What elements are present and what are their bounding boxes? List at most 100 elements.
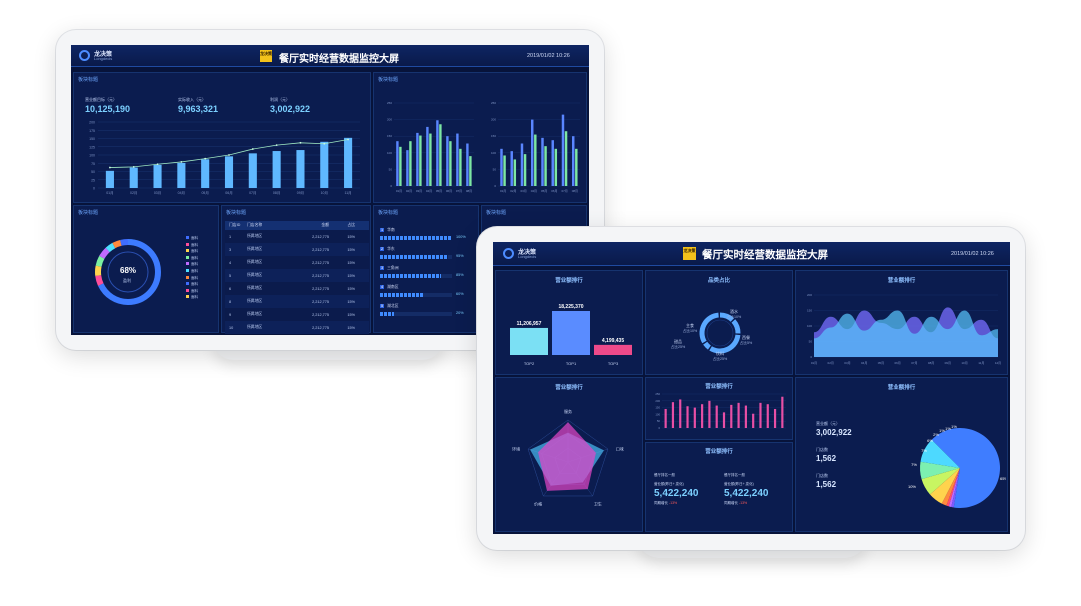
donut-center-label: 盈利: [123, 278, 131, 283]
legend-label: 面料: [191, 242, 198, 247]
bar: [759, 402, 762, 428]
panel-table: 板块标题 门店ID 门店名称 金额 占比 1 所属地区 2,212,775 15% 3 所属地区 2…: [221, 205, 371, 334]
bar: [730, 404, 733, 428]
bar: [701, 404, 704, 428]
bar: [781, 396, 784, 428]
category-name: 饮料: [716, 350, 724, 356]
category-share: 占比5%: [740, 340, 753, 345]
legend-swatch: [186, 262, 189, 266]
bar: [523, 154, 527, 186]
logo-icon: [503, 248, 514, 259]
table-cell: 5: [229, 273, 232, 278]
x-tick-label: 02月: [406, 189, 412, 193]
ring-segment: [703, 341, 711, 350]
bar: [272, 151, 281, 188]
bar: [469, 156, 472, 186]
panel-title: 营业额排行: [555, 385, 583, 391]
table-cell: 15%: [347, 234, 355, 239]
logo-name: 龙决策: [94, 52, 113, 58]
line-point: [347, 138, 349, 141]
table-row: 8 所属地区 2,212,775 15%: [225, 295, 369, 308]
table-row: 3 所属地区 2,212,775 15%: [225, 243, 369, 256]
progress-item: 4 湖南区 60%: [380, 285, 476, 304]
x-tick-label: 10月: [321, 190, 328, 195]
table-cell: 2,212,775: [312, 312, 329, 317]
tick-label: 150: [655, 406, 660, 410]
progress-value: 85%: [456, 273, 464, 277]
legend-label: 面料: [191, 288, 198, 293]
donut-center-value: 68%: [120, 266, 137, 275]
legend-swatch: [186, 249, 189, 253]
x-tick-label: 06月: [446, 189, 452, 193]
top-ranking-bar-chart: 11,206,957 TOP2 18,225,370 TOP1 4,199,435 TOP…: [510, 304, 632, 366]
x-tick-label: 09月: [945, 361, 951, 365]
progress-track: [380, 312, 452, 316]
bar: [248, 153, 257, 188]
tick-label: 100: [655, 412, 660, 416]
x-tick-label: 01月: [500, 189, 506, 193]
panel-share-pie: 营业额排行 营业额（元） 3,002,922 门店数 1,562 门店数 1,5…: [795, 377, 1008, 532]
progress-item: 1 华南 100%: [380, 228, 476, 247]
table-cell: 所属地区: [247, 273, 263, 277]
legend-label: 面料: [191, 275, 198, 280]
card-change: -13%: [738, 501, 748, 505]
progress-fill: [380, 293, 424, 297]
radar-label: 口味: [616, 445, 624, 451]
legend-item: 面料: [186, 275, 198, 283]
x-tick-label: 08月: [466, 189, 472, 193]
table-cell: 6: [229, 286, 232, 291]
x-tick-label: 02月: [510, 189, 516, 193]
bar: [722, 412, 726, 428]
bar: [594, 344, 632, 355]
pie-slice: [941, 468, 960, 506]
bar: [449, 141, 452, 186]
x-tick-label: 01月: [106, 190, 113, 195]
line-point: [228, 154, 230, 156]
tick-label: 150: [89, 137, 95, 141]
x-tick-label: 12月: [995, 361, 1001, 365]
bar: [439, 124, 442, 186]
card-head: 餐厅排名一般: [654, 473, 675, 477]
bar: [105, 170, 114, 188]
page-title: 餐厅实时经营数据监控大屏: [279, 54, 399, 65]
bar: [744, 405, 747, 428]
line-point: [251, 148, 254, 150]
table-cell: 2,212,775: [312, 247, 329, 252]
tick-label: 200: [89, 121, 95, 125]
donut-inner-ring: [107, 251, 149, 293]
progress-label: 3 三角洲: [380, 266, 476, 272]
clock: 2019/01/02 10:26: [951, 251, 994, 257]
legend-swatch: [186, 288, 189, 292]
table-header: 门店ID 门店名称 金额 占比: [225, 221, 369, 230]
bar: [409, 141, 412, 186]
legend-label: 面料: [191, 236, 198, 240]
bar: [564, 131, 568, 186]
category-share: 占比25%: [713, 356, 728, 361]
stat-value: 3,002,922: [816, 428, 852, 437]
line-point: [180, 161, 183, 163]
x-tick-label: 03月: [844, 361, 850, 365]
panel-progress: 板块标题 1 华南 100% 2 华东 95% 3 三角洲 85% 4 湖南区 60% 5 湖北区 20%: [373, 205, 479, 333]
slice-label: 10%: [908, 484, 916, 489]
x-tick-label: 03月: [416, 189, 422, 193]
table-cell: 2,212,775: [312, 286, 329, 291]
progress-value: 95%: [456, 254, 464, 258]
table-cell: 所属地区: [247, 299, 263, 303]
progress-value: 100%: [456, 235, 466, 239]
table-cell: 4: [229, 260, 232, 265]
logo-name: 龙决策: [518, 250, 537, 256]
dashboard-b: 龙决策 Longdecis 龙决策 餐厅实时经营数据监控大屏 2019/01/0…: [493, 242, 1010, 534]
table-cell: 所属地区: [247, 286, 263, 290]
x-tick-label: TOP3: [608, 361, 619, 366]
table-cell: 15%: [347, 325, 355, 330]
category-share: 占比10%: [727, 314, 742, 319]
grouped-bar-chart-left: 0 50 100 150 200 250 01月 02月 03月 04月 05月 06月 07月 08月: [387, 101, 474, 193]
legend-swatch: [186, 242, 189, 246]
x-tick-label: TOP2: [524, 361, 535, 366]
slice-label: 1%: [939, 428, 945, 433]
rank-badge: 5: [380, 304, 385, 308]
panel-title: 营业额排行: [705, 384, 733, 390]
bar: [459, 148, 462, 186]
stat-label: 门店数: [816, 473, 828, 478]
